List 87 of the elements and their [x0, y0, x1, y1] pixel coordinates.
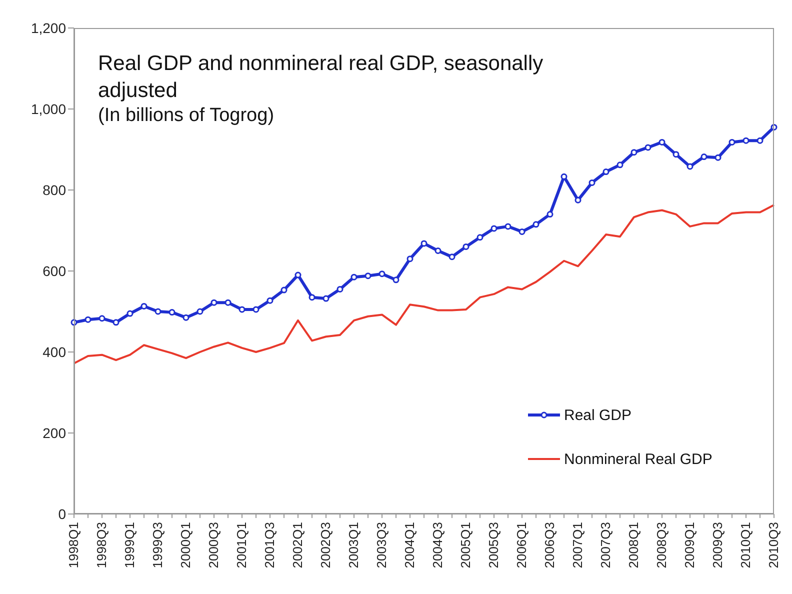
x-tick-label: 2000Q3 [206, 522, 222, 568]
point [294, 272, 302, 278]
x-tick-label: 2001Q3 [262, 522, 278, 568]
point [322, 295, 330, 302]
point [420, 240, 428, 247]
point [714, 154, 722, 161]
point [546, 211, 554, 218]
x-tick-label: 2002Q3 [318, 522, 334, 568]
point [252, 306, 260, 313]
point [434, 248, 442, 254]
point [686, 163, 694, 170]
point [476, 234, 484, 241]
point [700, 154, 708, 160]
point [154, 308, 162, 315]
x-tick-label: 2008Q3 [654, 522, 670, 568]
point [280, 286, 288, 294]
x-tick-label: 2010Q3 [766, 522, 782, 568]
x-tick-label: 1999Q1 [122, 522, 138, 568]
point [728, 138, 736, 146]
x-tick-label: 2010Q1 [738, 522, 754, 568]
point [182, 314, 190, 321]
y-tick-label: 800 [42, 182, 66, 198]
text: (In billions of Togrog) [98, 104, 276, 128]
point [210, 299, 218, 306]
y-tick-label: 400 [42, 344, 66, 360]
x-tick-label: 2004Q3 [430, 522, 446, 568]
point [238, 306, 246, 313]
point [140, 302, 148, 310]
point [658, 138, 666, 146]
y-tick-label: 0 [58, 506, 66, 522]
x-tick-label: 2009Q1 [682, 522, 698, 568]
point [84, 316, 92, 323]
point [602, 168, 610, 176]
point [406, 256, 414, 262]
text: Real GDP and nonmineral real GDP, seasonally adjusted [98, 51, 544, 104]
point [560, 173, 568, 180]
point [532, 221, 540, 228]
point [196, 308, 204, 315]
point [644, 144, 652, 151]
point [168, 309, 176, 316]
x-tick-label: 2001Q1 [234, 522, 250, 568]
line-series [73, 204, 775, 364]
x-tick-label: 2005Q1 [458, 522, 474, 568]
x-tick-label: 2007Q3 [598, 522, 614, 568]
point [462, 243, 470, 250]
point [490, 225, 498, 232]
x-tick-label: 2000Q1 [178, 522, 194, 568]
x-tick-label: 2009Q3 [710, 522, 726, 568]
point [266, 297, 274, 304]
y-tick-label: 600 [42, 262, 66, 279]
x-tick-label: 2003Q1 [346, 522, 362, 568]
point [350, 274, 358, 280]
point [504, 223, 512, 230]
x-tick-label: 2002Q1 [290, 522, 306, 568]
point [588, 179, 596, 186]
point [630, 149, 638, 156]
point [392, 276, 400, 284]
point [308, 294, 316, 301]
y-tick-label: 1,200 [30, 20, 66, 36]
point [448, 254, 456, 260]
x-tick-label: 2006Q3 [542, 522, 558, 568]
point [756, 137, 764, 144]
point [126, 310, 134, 317]
point [574, 196, 582, 204]
legend-label: Nonmineral Real GDP [564, 450, 712, 468]
point [224, 299, 232, 306]
legend-label: Real GDP [564, 406, 632, 424]
point [672, 151, 680, 158]
x-tick-label: 2004Q1 [402, 522, 418, 568]
y-tick-label: 200 [42, 424, 66, 441]
y-tick-label: 1,000 [30, 100, 66, 117]
x-tick-label: 2003Q3 [374, 522, 390, 568]
point [378, 270, 386, 278]
x-tick-label: 1999Q3 [150, 522, 166, 568]
point [364, 272, 372, 280]
x-tick-label: 2006Q1 [514, 522, 530, 568]
x-tick-label: 1998Q3 [94, 522, 110, 568]
point [518, 228, 526, 235]
x-tick-label: 1998Q1 [66, 522, 82, 568]
point [112, 319, 120, 326]
x-tick-label: 2005Q3 [486, 522, 502, 568]
point [336, 286, 344, 292]
point [616, 162, 624, 168]
x-tick-label: 2008Q1 [626, 522, 642, 568]
point [742, 137, 750, 144]
point [98, 315, 106, 322]
x-tick-label: 2007Q1 [570, 522, 586, 568]
